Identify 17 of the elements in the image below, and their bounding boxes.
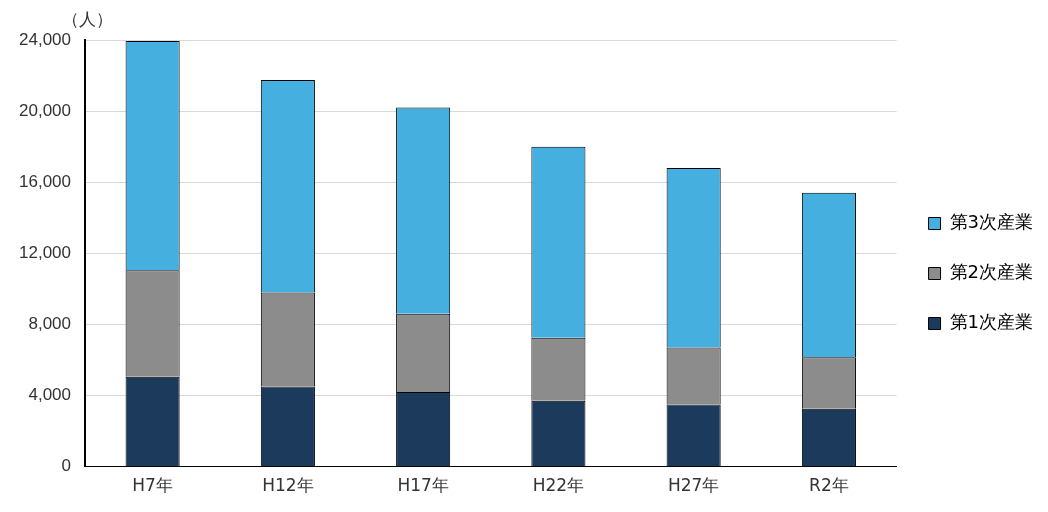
x-tick-label: R2年 [809,475,849,496]
y-tick-label: 4,000 [28,385,71,405]
x-tick-label: H12年 [262,475,314,496]
y-axis-title: （人） [62,9,113,31]
x-tick-label: H7年 [132,475,173,496]
y-tick-label: 16,000 [19,171,71,191]
legend-label: 第3次産業 [949,211,1033,233]
y-tick-label: 0 [61,456,71,476]
x-tick-label: H27年 [667,475,720,496]
y-tick-label: 24,000 [19,29,71,49]
legend-label: 第1次産業 [949,311,1033,333]
x-tick-label: H17年 [397,475,449,496]
legend-label: 第2次産業 [949,261,1033,283]
y-tick-label: 20,000 [19,100,71,120]
y-tick-label: 8,000 [28,314,71,334]
x-tick-label: H22年 [532,475,585,496]
y-tick-label: 12,000 [19,242,71,262]
